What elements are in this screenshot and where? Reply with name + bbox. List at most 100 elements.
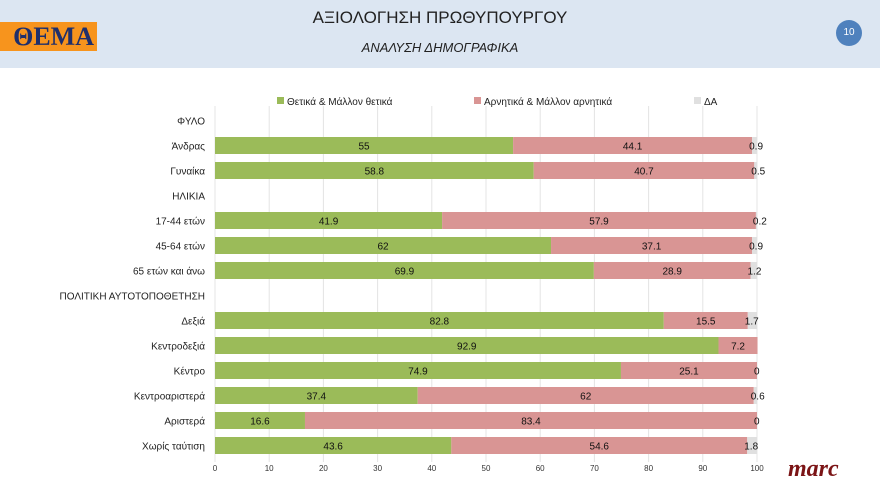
publication-logo: ΘΕΜΑ [0,22,97,51]
bar-segment [747,437,757,454]
category-label: 65 ετών και άνω [133,266,205,278]
data-label: 0.9 [749,142,763,153]
category-label: Χωρίς ταύτιση [142,441,205,453]
bar-segment [215,337,719,354]
category-label: ΦΥΛΟ [177,117,205,128]
x-tick-label: 90 [698,464,707,473]
data-label: 54.6 [590,442,610,453]
bar-segment [215,312,664,329]
data-label: 1.7 [745,317,759,328]
data-label: 58.8 [365,167,385,178]
data-label: 0.5 [751,167,765,178]
x-tick-label: 20 [319,464,328,473]
header-band [0,0,880,68]
x-tick-label: 50 [482,464,491,473]
data-label: 28.9 [662,267,682,278]
data-label: 16.6 [250,417,270,428]
data-label: 0.2 [753,217,767,228]
data-label: 62 [580,392,592,403]
category-label: Άνδρας [172,142,206,153]
category-label: Γυναίκα [170,166,205,178]
bar-segment [663,312,748,329]
data-label: 37.4 [307,392,327,403]
category-label: Δεξιά [181,316,205,328]
bar-segment [755,212,757,229]
data-label: 74.9 [408,367,428,378]
bar-segment [754,162,757,179]
data-label: 0 [754,417,760,428]
bar-segment [417,387,754,404]
data-label: 44.1 [623,142,643,153]
data-label: 0 [754,367,760,378]
data-label: 69.9 [395,267,415,278]
data-label: 15.5 [696,317,716,328]
bar-segment [451,437,748,454]
bar-segment [747,312,757,329]
bar-segment [442,212,756,229]
bar-segment [215,237,552,254]
x-tick-label: 80 [644,464,653,473]
legend-swatch [474,97,481,104]
data-label: 0.6 [751,392,765,403]
x-tick-label: 60 [536,464,545,473]
bar-segment [593,262,751,279]
category-label: ΠΟΛΙΤΙΚΗ ΑΥΤΟΤΟΠΟΘΕΤΗΣΗ [60,292,205,303]
page-subtitle: ΑΝΑΛΥΣΗ ΔΗΜΟΓΡΑΦΙΚΑ [361,40,519,55]
legend-label: Θετικά & Μάλλον θετικά [287,96,393,108]
bar-segment [215,212,443,229]
data-label: 40.7 [634,167,654,178]
data-label: 41.9 [319,217,339,228]
bar-segment [718,337,758,354]
category-label: 45-64 ετών [156,241,205,253]
data-label: 83.4 [521,417,541,428]
data-label: 7.2 [731,342,745,353]
bar-segment [215,137,514,154]
data-label: 1.2 [747,267,761,278]
x-tick-label: 10 [265,464,274,473]
data-label: 82.8 [430,317,450,328]
x-tick-label: 100 [750,464,764,473]
bar-segment [215,412,305,429]
data-label: 0.9 [749,242,763,253]
bar-segment [215,437,452,454]
category-label: ΗΛΙΚΙΑ [172,192,205,203]
x-tick-label: 40 [427,464,436,473]
category-label: Κεντροαριστερά [134,391,205,403]
bar-segment [533,162,755,179]
data-label: 37.1 [642,242,662,253]
legend-swatch [694,97,701,104]
bar-segment [304,412,757,429]
bar-segment [215,362,621,379]
legend-label: Αρνητικά & Μάλλον αρνητικά [484,96,612,108]
x-tick-label: 70 [590,464,599,473]
bar-segment [215,162,534,179]
legend-label: ΔΑ [704,97,718,108]
bar-segment [750,262,757,279]
data-label: 62 [377,242,389,253]
data-label: 92.9 [457,342,477,353]
category-label: Αριστερά [164,416,205,428]
bar-segment [215,387,418,404]
bar-segment [752,237,757,254]
data-label: 57.9 [589,217,609,228]
marc-logo: marc [788,456,839,482]
bar-segment [753,387,757,404]
bar-segment [620,362,757,379]
page-title: ΑΞΙΟΛΟΓΗΣΗ ΠΡΩΘΥΠΟΥΡΓΟΥ [312,8,568,27]
bar-segment [752,137,757,154]
category-label: Κέντρο [174,366,206,378]
legend-swatch [277,97,284,104]
x-tick-label: 0 [213,464,218,473]
bar-segment [551,237,753,254]
data-label: 25.1 [679,367,699,378]
x-tick-label: 30 [373,464,382,473]
data-label: 43.6 [323,442,343,453]
bar-segment [215,262,594,279]
category-label: 17-44 ετών [156,216,205,228]
data-label: 55 [358,142,370,153]
page-number-badge: 10 [836,20,862,46]
category-label: Κεντροδεξιά [151,341,205,353]
data-label: 1.8 [744,442,758,453]
bar-segment [513,137,753,154]
